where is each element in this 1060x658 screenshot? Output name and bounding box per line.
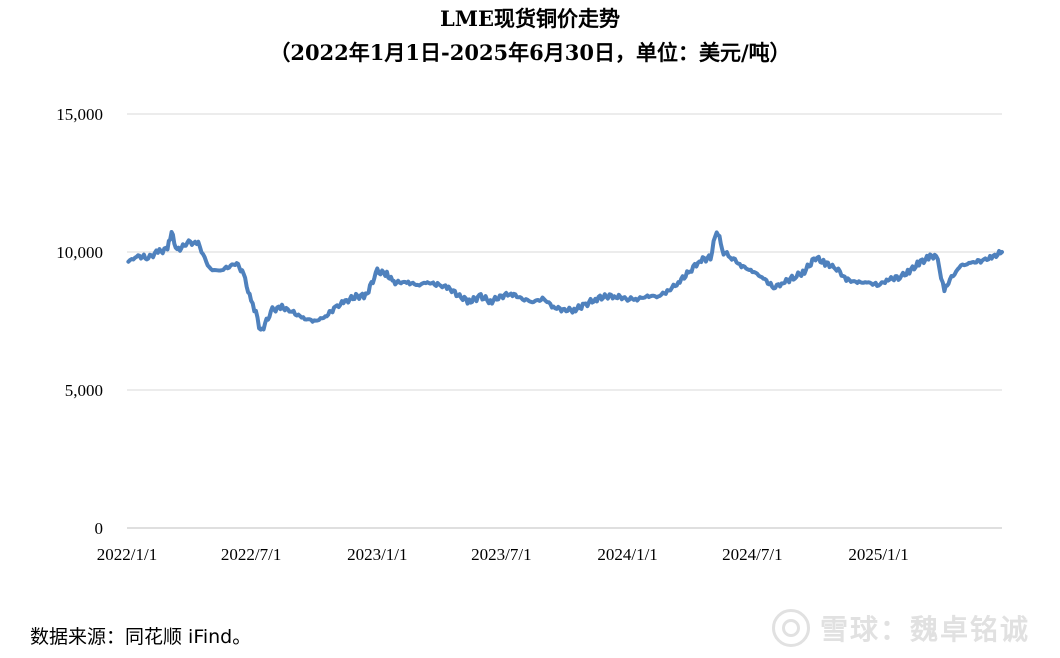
x-tick-label: 2022/1/1 bbox=[97, 545, 157, 564]
x-tick-label: 2023/7/1 bbox=[471, 545, 531, 564]
chart-title: LME现货铜价走势 bbox=[440, 6, 620, 31]
x-tick-label: 2025/1/1 bbox=[848, 545, 908, 564]
y-tick-label: 15,000 bbox=[56, 105, 103, 124]
watermark: 雪球：魏卓铭诚 bbox=[771, 608, 1030, 648]
y-tick-label: 5,000 bbox=[65, 381, 103, 400]
snowball-logo-icon bbox=[771, 609, 810, 647]
source-note: 数据来源：同花顺 iFind。 bbox=[30, 626, 252, 648]
y-tick-label: 10,000 bbox=[56, 243, 103, 262]
x-tick-label: 2024/7/1 bbox=[722, 545, 782, 564]
gridlines bbox=[127, 113, 1002, 391]
x-axis-ticks: 2022/1/1 2022/7/1 2023/1/1 2023/7/1 2024/1/1… bbox=[97, 545, 909, 564]
watermark-label: 雪球：魏卓铭诚 bbox=[819, 613, 1030, 646]
x-tick-label: 2024/1/1 bbox=[597, 545, 657, 564]
y-axis-ticks: 0 5,000 10,000 15,000 bbox=[56, 105, 103, 538]
series-group bbox=[126, 230, 1004, 332]
series-line-lme-copper bbox=[126, 230, 1004, 332]
x-tick-label: 2022/7/1 bbox=[221, 545, 281, 564]
chart-subtitle: （2022年1月1日-2025年6月30日，单位：美元/吨） bbox=[269, 40, 790, 65]
x-tick-label: 2023/1/1 bbox=[347, 545, 407, 564]
y-tick-label: 0 bbox=[95, 519, 104, 538]
